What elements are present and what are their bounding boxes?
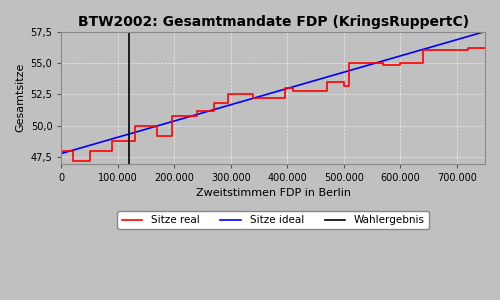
Sitze real (341, 80, 347, 84)
Sitze real (132, 124, 138, 128)
Sitze real (110, 139, 116, 143)
Y-axis label: Gesamtsitze: Gesamtsitze (15, 63, 25, 132)
Sitze real (154, 134, 160, 138)
Sitze real (225, 101, 231, 105)
Legend: Sitze real, Sitze ideal, Wahlergebnis: Sitze real, Sitze ideal, Wahlergebnis (118, 211, 429, 229)
Sitze real (324, 80, 330, 84)
Sitze real (465, 46, 471, 50)
X-axis label: Zweitstimmen FDP in Berlin: Zweitstimmen FDP in Berlin (196, 188, 350, 198)
Sitze real (420, 49, 426, 52)
Sitze real (341, 84, 347, 87)
Sitze real (282, 86, 288, 90)
Sitze real (211, 109, 217, 112)
Sitze real (194, 114, 200, 118)
Sitze real (420, 61, 426, 65)
Sitze real (290, 89, 296, 92)
Sitze real (250, 96, 256, 100)
Sitze real (282, 96, 288, 100)
Sitze real (211, 101, 217, 105)
Sitze real (225, 93, 231, 96)
Sitze real (482, 46, 488, 50)
Sitze real (70, 159, 76, 163)
Sitze real (324, 89, 330, 92)
Sitze real (398, 61, 404, 65)
Sitze real (132, 139, 138, 143)
Sitze real (380, 61, 386, 65)
Sitze real (194, 109, 200, 112)
Sitze real (168, 134, 174, 138)
Sitze real (398, 64, 404, 67)
Sitze real (250, 93, 256, 96)
Sitze real (58, 149, 64, 153)
Sitze real (110, 149, 116, 153)
Sitze real (346, 84, 352, 87)
Sitze real (380, 64, 386, 67)
Sitze real (290, 86, 296, 90)
Sitze real (70, 149, 76, 153)
Sitze real (346, 61, 352, 65)
Sitze real (168, 114, 174, 118)
Title: BTW2002: Gesamtmandate FDP (KringsRuppertC): BTW2002: Gesamtmandate FDP (KringsRupper… (78, 15, 469, 29)
Line: Sitze real: Sitze real (62, 48, 485, 161)
Sitze real (86, 159, 92, 163)
Sitze real (86, 149, 92, 153)
Sitze real (465, 49, 471, 52)
Sitze real (154, 124, 160, 128)
